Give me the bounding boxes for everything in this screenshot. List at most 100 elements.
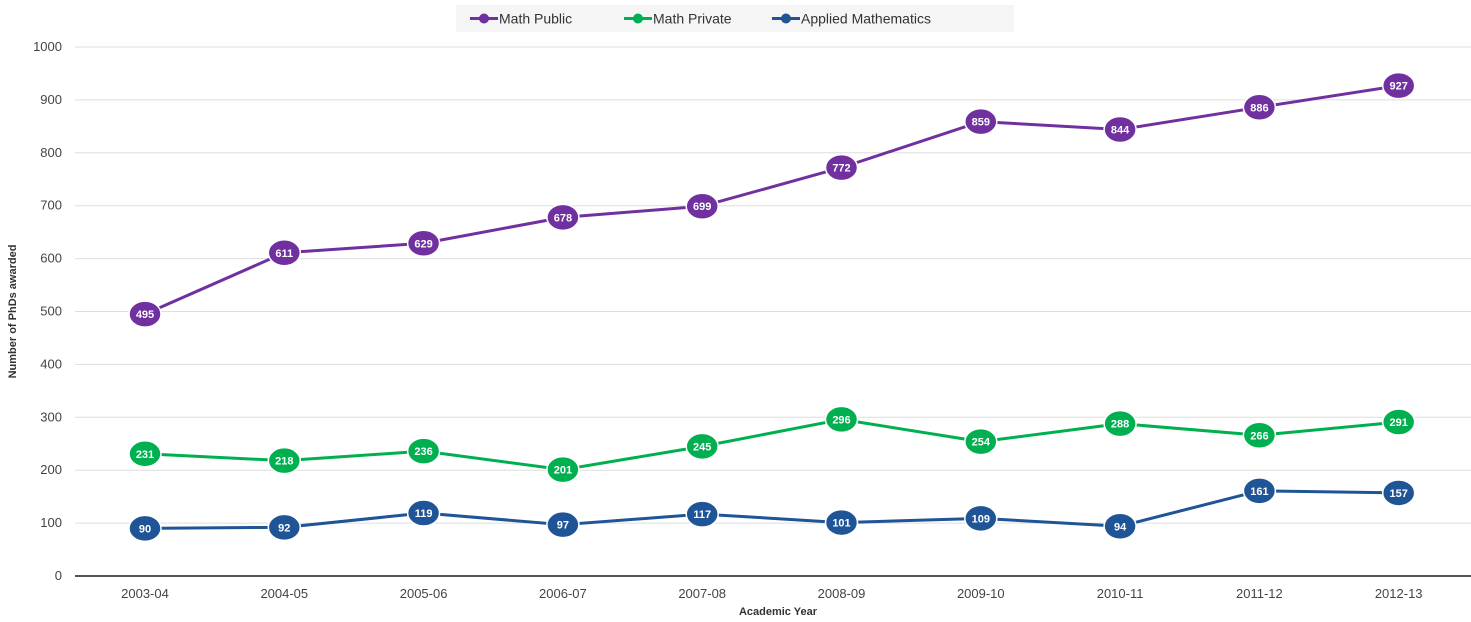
data-point — [546, 510, 580, 539]
y-tick-label: 200 — [40, 462, 62, 477]
data-label: 201 — [554, 465, 572, 477]
data-point — [1381, 71, 1416, 100]
data-label: 94 — [1114, 521, 1127, 533]
data-label: 236 — [414, 446, 432, 458]
data-point — [267, 446, 302, 475]
x-tick-label: 2007-08 — [678, 586, 726, 601]
data-label: 101 — [832, 518, 850, 530]
data-point — [128, 440, 162, 468]
data-point — [685, 192, 719, 220]
data-point — [267, 513, 302, 542]
x-tick-label: 2012-13 — [1375, 586, 1423, 601]
data-point — [685, 500, 719, 528]
data-point — [128, 514, 162, 543]
grid-layer — [75, 46, 1471, 524]
data-point — [1242, 93, 1277, 122]
x-tick-label: 2003-04 — [121, 586, 169, 601]
y-tick-label: 100 — [40, 515, 62, 530]
y-tick-label: 400 — [40, 356, 62, 371]
data-point — [1242, 421, 1277, 450]
data-point — [1242, 477, 1277, 505]
data-label: 629 — [414, 238, 432, 250]
data-label: 157 — [1390, 488, 1408, 500]
data-label: 218 — [275, 456, 293, 468]
data-point — [964, 504, 998, 533]
data-point — [824, 153, 859, 182]
legend-marker — [633, 13, 643, 24]
data-label: 90 — [139, 523, 151, 535]
x-tick-label: 2004-05 — [260, 586, 308, 601]
data-label: 288 — [1111, 419, 1129, 431]
data-label: 266 — [1250, 430, 1268, 442]
data-point — [128, 300, 162, 328]
y-tick-label: 900 — [40, 92, 62, 107]
data-label: 291 — [1390, 417, 1408, 429]
y-tick-label: 1000 — [33, 39, 62, 54]
data-point — [824, 508, 859, 537]
y-axis-ticks: 0 100 200 300 400 500 600 700 800 900 1000 — [33, 39, 62, 583]
data-label: 927 — [1390, 81, 1408, 93]
data-point — [964, 427, 998, 456]
y-tick-label: 700 — [40, 198, 62, 213]
series-layer: 4956116296786997728598448869272312182362… — [128, 71, 1416, 543]
data-point — [267, 239, 302, 267]
data-point — [824, 405, 859, 434]
data-point — [546, 455, 580, 484]
data-label: 844 — [1111, 125, 1130, 137]
x-axis-title: Academic Year — [739, 606, 818, 617]
data-label: 772 — [832, 163, 850, 175]
data-point — [406, 229, 441, 258]
x-tick-label: 2008-09 — [818, 586, 866, 601]
data-point — [546, 203, 580, 232]
data-label: 699 — [693, 201, 711, 213]
series-line — [144, 417, 1399, 472]
data-label: 117 — [693, 509, 711, 521]
data-label: 254 — [972, 437, 991, 449]
data-point — [964, 107, 998, 136]
data-point — [406, 437, 441, 465]
data-label: 859 — [972, 117, 990, 129]
y-tick-label: 500 — [40, 304, 62, 319]
series-line — [144, 489, 1399, 530]
data-point — [1381, 479, 1416, 507]
data-label: 495 — [136, 309, 154, 321]
y-tick-label: 800 — [40, 145, 62, 160]
legend-background — [456, 5, 1014, 32]
legend-marker — [781, 13, 791, 24]
data-label: 92 — [278, 522, 290, 534]
data-label: 161 — [1250, 486, 1268, 498]
data-point — [1103, 115, 1137, 144]
x-tick-label: 2005-06 — [400, 586, 448, 601]
series-math-public: 495 611 629 678 699 772 859 844 886 927 — [128, 71, 1416, 328]
data-label: 296 — [832, 414, 850, 426]
y-tick-label: 0 — [55, 568, 62, 583]
x-tick-label: 2011-12 — [1236, 586, 1283, 601]
data-point — [1103, 409, 1137, 438]
data-label: 109 — [972, 513, 990, 525]
y-axis-title: Number of PhDs awarded — [7, 245, 19, 379]
legend: Math Public Math Private Applied Mathemati… — [456, 5, 1014, 32]
data-point — [1103, 512, 1137, 541]
x-tick-label: 2006-07 — [539, 586, 587, 601]
data-label: 678 — [554, 212, 572, 224]
data-point — [1381, 408, 1416, 436]
x-axis-ticks: 2003-04 2004-05 2005-06 2006-07 2007-08 2008-… — [121, 586, 1422, 601]
data-label: 245 — [693, 441, 711, 453]
series-line — [144, 84, 1399, 316]
y-tick-label: 600 — [40, 251, 62, 266]
data-label: 611 — [275, 248, 293, 260]
data-label: 231 — [136, 449, 154, 461]
legend-label: Applied Mathematics — [801, 11, 931, 27]
data-label: 97 — [557, 520, 569, 532]
legend-label: Math Private — [653, 11, 732, 27]
data-label: 886 — [1250, 102, 1268, 114]
data-label: 119 — [415, 508, 433, 520]
legend-marker — [479, 13, 489, 24]
x-tick-label: 2009-10 — [957, 586, 1005, 601]
legend-label: Math Public — [499, 11, 572, 27]
data-point — [406, 499, 441, 527]
y-tick-label: 300 — [40, 409, 62, 424]
series-math-private: 231 218 236 201 245 296 254 288 266 291 — [128, 405, 1416, 484]
